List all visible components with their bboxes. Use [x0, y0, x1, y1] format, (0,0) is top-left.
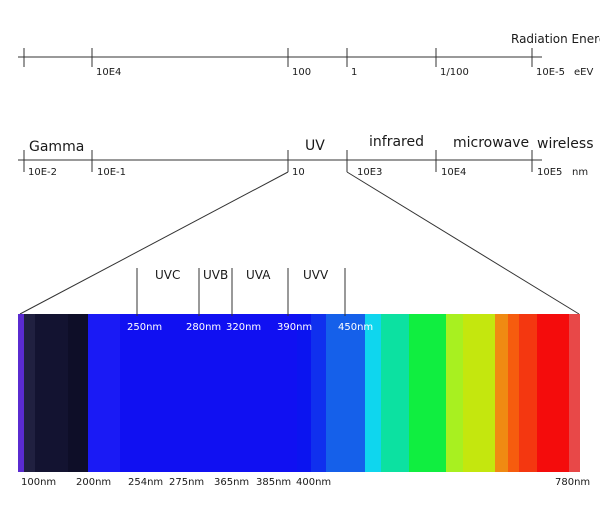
- uv-boundary-label: 320nm: [226, 322, 261, 333]
- energy-unit-label: eEV: [574, 67, 593, 78]
- wavelength-axis: Gamma UV infrared microwave wireless 10E…: [18, 134, 594, 178]
- spectrum-stripe: [463, 314, 495, 472]
- uv-band-uva: UVA: [246, 268, 271, 282]
- wavelength-tick-label: 10E-1: [97, 167, 126, 178]
- spectrum-stripe: [519, 314, 537, 472]
- uv-band-uvv: UVV: [303, 268, 329, 282]
- spectrum-stripe: [120, 314, 297, 472]
- spectrum-stripe: [381, 314, 409, 472]
- wavelength-tick-label: 10E3: [357, 167, 382, 178]
- wavelength-tick-label: 10E4: [441, 167, 466, 178]
- spectrum-stripe: [18, 314, 24, 472]
- energy-tick-label: 10E4: [96, 67, 121, 78]
- spectrum-stripe: [409, 314, 446, 472]
- zoom-line-left: [19, 171, 289, 315]
- spectrum-tick-label: 780nm: [555, 477, 590, 488]
- spectrum-tick-label: 385nm: [256, 477, 291, 488]
- zoom-line-right: [346, 171, 580, 315]
- spectrum-stripe: [35, 314, 68, 472]
- spectrum-bar: [18, 314, 580, 472]
- spectrum-tick-label: 275nm: [169, 477, 204, 488]
- uv-band-uvb: UVB: [203, 268, 228, 282]
- uv-boundary-label: 250nm: [127, 322, 162, 333]
- wavelength-unit-label: nm: [572, 167, 588, 178]
- energy-tick-label: 100: [292, 67, 311, 78]
- spectrum-stripe: [326, 314, 365, 472]
- band-label-gamma: Gamma: [29, 139, 84, 155]
- energy-tick-label: 1/100: [440, 67, 469, 78]
- uv-boundary-label: 450nm: [338, 322, 373, 333]
- energy-axis-title: Radiation Energy: [511, 32, 600, 46]
- spectrum-tick-label: 254nm: [128, 477, 163, 488]
- band-label-infrared: infrared: [369, 134, 424, 150]
- energy-tick-label: 10E-5: [536, 67, 565, 78]
- spectrum-tick-label: 100nm: [21, 477, 56, 488]
- band-label-wireless: wireless: [537, 136, 594, 152]
- spectrum-bottom-labels: 100nm 200nm 254nm 275nm 365nm 385nm 400n…: [21, 477, 590, 488]
- zoom-lines: [19, 171, 580, 315]
- energy-axis: Radiation Energy 10E4 100 1 1/100 10E-5 …: [18, 32, 600, 78]
- band-label-uv: UV: [305, 138, 325, 154]
- spectrum-stripe: [24, 314, 35, 472]
- spectrum-stripe: [569, 314, 580, 472]
- spectrum-tick-label: 200nm: [76, 477, 111, 488]
- wavelength-tick-label: 10E-2: [28, 167, 57, 178]
- spectrum-stripe: [365, 314, 381, 472]
- uv-boundary-label: 280nm: [186, 322, 221, 333]
- band-label-microwave: microwave: [453, 135, 529, 151]
- spectrum-stripe: [311, 314, 326, 472]
- spectrum-stripe: [537, 314, 569, 472]
- spectrum-stripe: [88, 314, 120, 472]
- wavelength-tick-label: 10: [292, 167, 305, 178]
- wavelength-tick-label: 10E5: [537, 167, 562, 178]
- spectrum-stripe: [495, 314, 508, 472]
- energy-tick-label: 1: [351, 67, 357, 78]
- spectrum-stripe: [508, 314, 519, 472]
- spectrum-stripe: [446, 314, 463, 472]
- spectrum-tick-label: 365nm: [214, 477, 249, 488]
- uv-band-uvc: UVC: [155, 268, 180, 282]
- uv-bands: UVC UVB UVA UVV 250nm 280nm 320nm 390nm …: [127, 268, 373, 333]
- spectrum-stripe: [297, 314, 311, 472]
- uv-boundary-label: 390nm: [277, 322, 312, 333]
- spectrum-stripe: [68, 314, 88, 472]
- spectrum-tick-label: 400nm: [296, 477, 331, 488]
